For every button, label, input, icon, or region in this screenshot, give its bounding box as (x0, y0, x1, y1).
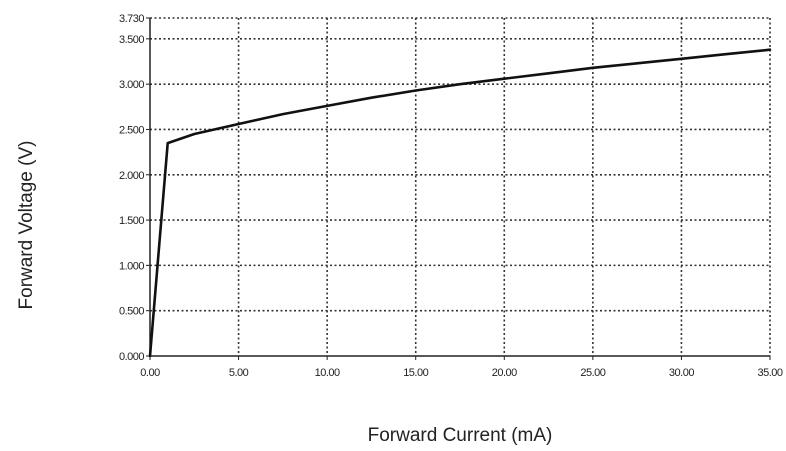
y-tick-label: 2.500 (119, 124, 144, 136)
x-tick-label: 15.00 (403, 367, 428, 379)
x-tick-label: 30.00 (669, 367, 694, 379)
x-axis-label: Forward Current (mA) (368, 425, 553, 446)
x-tick-label: 10.00 (315, 367, 340, 379)
y-axis-label: Forward Voltage (V) (16, 141, 37, 310)
x-tick-label: 20.00 (492, 367, 517, 379)
x-tick-label: 0.00 (140, 367, 160, 379)
series-layer (148, 48, 772, 358)
plot-area (150, 18, 770, 356)
y-tick-label: 1.000 (119, 260, 144, 272)
x-tick-labels: 0.00 5.00 10.00 15.00 20.00 25.00 30.00 35.00 (140, 367, 783, 379)
y-tick-label: 3.500 (119, 34, 144, 46)
y-tick-label: 3.730 (119, 13, 144, 25)
y-tick-labels: 0.000 0.500 1.000 1.500 2.000 2.500 3.000 3.500… (119, 13, 145, 363)
x-tick-label: 25.00 (580, 367, 605, 379)
y-tick-label: 2.000 (119, 170, 144, 182)
y-tick-label: 1.500 (119, 215, 144, 227)
series-line (148, 48, 772, 358)
x-tick-label: 35.00 (757, 367, 782, 379)
x-tick-label: 5.00 (229, 367, 249, 379)
y-tick-label: 0.500 (119, 306, 144, 318)
axes (146, 17, 771, 360)
y-tick-label: 3.000 (119, 79, 144, 91)
y-tick-label: 0.000 (119, 351, 144, 363)
